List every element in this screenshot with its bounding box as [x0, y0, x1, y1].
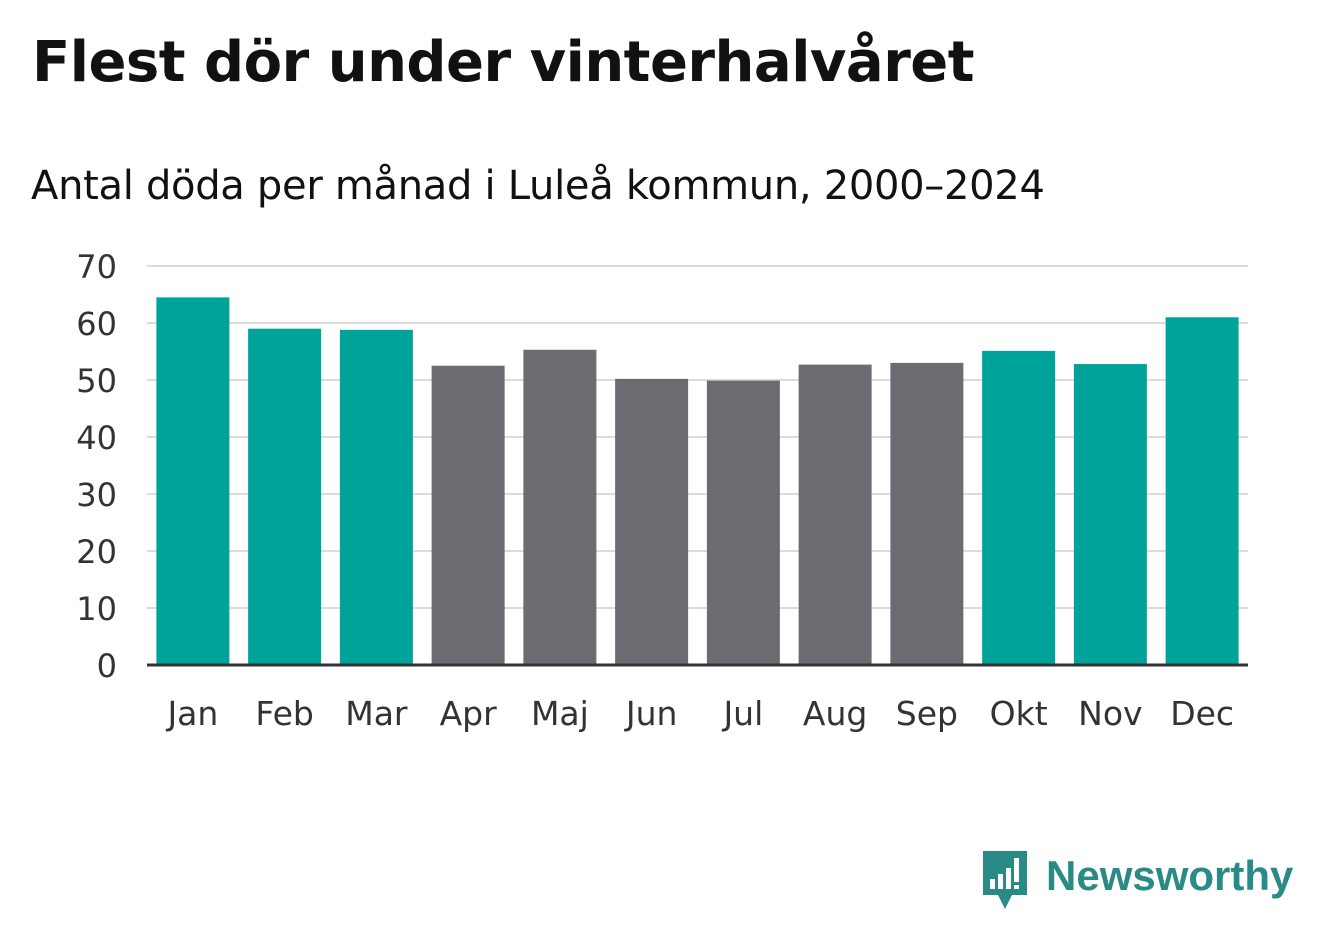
- x-tick-label: Jun: [624, 694, 678, 733]
- bar-maj: [523, 349, 597, 665]
- newsworthy-brand: Newsworthy: [980, 848, 1293, 912]
- y-tick-label: 50: [76, 362, 117, 400]
- x-tick-label: Jan: [165, 694, 218, 733]
- y-tick-label: 10: [76, 590, 117, 628]
- x-tick-label: Nov: [1078, 694, 1142, 733]
- y-tick-label: 40: [76, 419, 117, 457]
- bar-nov: [1073, 364, 1147, 665]
- chart-title: Flest dör under vinterhalvåret: [32, 30, 975, 95]
- x-tick-label: Maj: [531, 694, 589, 733]
- x-tick-label: Mar: [345, 694, 408, 733]
- chart-subtitle: Antal döda per månad i Luleå kommun, 200…: [31, 163, 1045, 209]
- bar-aug: [798, 364, 872, 665]
- bar-jun: [615, 378, 689, 665]
- bar-apr: [431, 365, 505, 665]
- bar-mar: [339, 329, 413, 665]
- y-tick-label: 30: [76, 476, 117, 514]
- y-tick-label: 20: [76, 533, 117, 571]
- x-tick-label: Feb: [255, 694, 313, 733]
- x-tick-label: Okt: [990, 694, 1048, 733]
- bar-sep: [890, 362, 964, 665]
- newsworthy-logo-icon: [983, 851, 1027, 909]
- x-tick-label: Jul: [721, 694, 763, 733]
- bar-feb: [248, 328, 322, 665]
- bar-jan: [156, 297, 230, 665]
- bar-okt: [982, 350, 1056, 665]
- bar-dec: [1165, 317, 1239, 665]
- y-tick-label: 0: [97, 647, 117, 685]
- bar-jul: [706, 380, 780, 665]
- x-tick-label: Aug: [803, 694, 867, 733]
- x-tick-label: Sep: [896, 694, 958, 733]
- y-tick-label: 70: [76, 248, 117, 286]
- x-tick-label: Apr: [440, 694, 498, 733]
- brand-name: Newsworthy: [1046, 852, 1294, 899]
- x-tick-label: Dec: [1170, 694, 1234, 733]
- y-tick-label: 60: [76, 305, 117, 343]
